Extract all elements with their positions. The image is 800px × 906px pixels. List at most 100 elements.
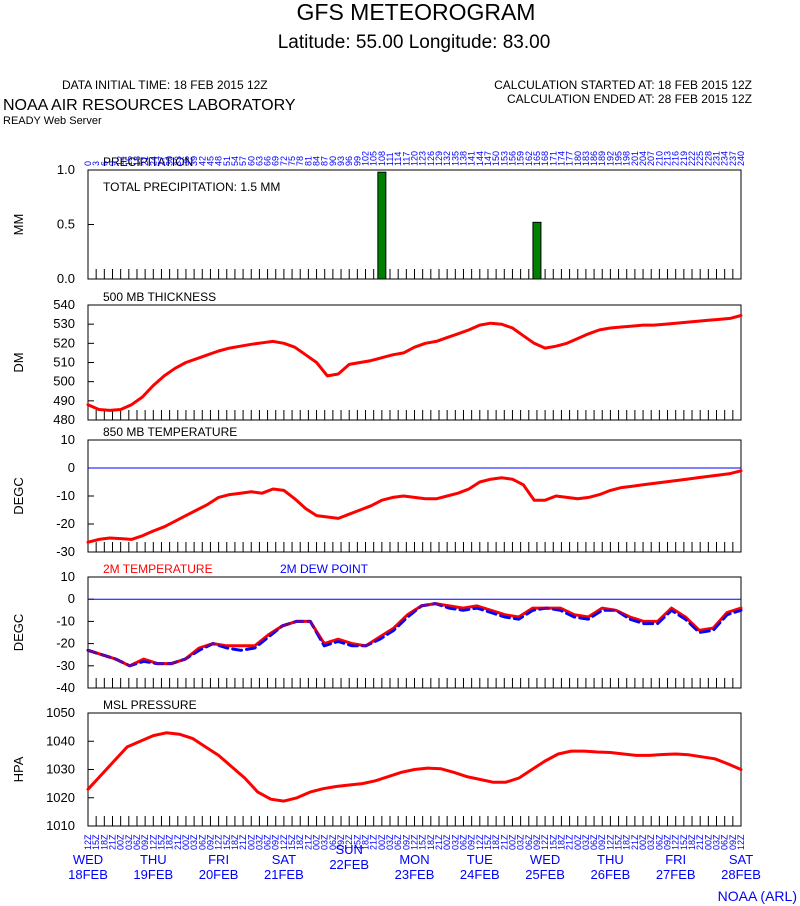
utc-hour-label: 15Z xyxy=(91,834,101,850)
utc-hour-label: 06Z xyxy=(589,834,599,850)
y-tick-label: 1.0 xyxy=(57,162,75,177)
forecast-hour-label: 198 xyxy=(622,151,632,166)
forecast-hour-label: 105 xyxy=(369,151,379,166)
utc-hour-label: 18Z xyxy=(99,834,109,850)
forecast-hour-label: 21 xyxy=(140,156,150,166)
forecast-hour-label: 75 xyxy=(287,156,297,166)
panel-4: -40 -30 -20 -10 0 10 DEGC 2M TEMPERATURE 2M DEW … xyxy=(11,562,743,695)
utc-hour-label: 06Z xyxy=(132,834,142,850)
utc-hour-label: 03Z xyxy=(189,834,199,850)
forecast-hour-label: 213 xyxy=(663,151,673,166)
precip-bar xyxy=(532,221,542,280)
forecast-hour-label: 93 xyxy=(336,156,346,166)
forecast-hour-label: 114 xyxy=(393,152,403,166)
forecast-hour-label: 225 xyxy=(695,151,705,166)
day-date-label: 19FEB xyxy=(133,867,173,882)
forecast-hour-label: 216 xyxy=(671,151,681,166)
server-name: READY Web Server xyxy=(3,115,102,127)
panel-3: -30 -20 -10 0 10 DEGC 850 MB TEMPERATURE xyxy=(11,425,743,559)
y-axis-label: DEGC xyxy=(11,614,26,652)
utc-hour-label: 21Z xyxy=(434,834,444,850)
panel-title: PRECIPITATION xyxy=(103,155,193,169)
forecast-hour-label: 57 xyxy=(238,156,248,166)
day-date-label: 21FEB xyxy=(264,867,304,882)
utc-hour-label: 09Z xyxy=(728,834,738,850)
y-tick-label: 1020 xyxy=(46,790,75,805)
panel-title: 850 MB TEMPERATURE xyxy=(103,425,237,439)
utc-hour-label: 21Z xyxy=(565,834,575,850)
series-line xyxy=(86,469,743,544)
y-tick-label: -30 xyxy=(56,658,75,673)
utc-hour-label: 18Z xyxy=(426,834,436,850)
forecast-hour-label: 141 xyxy=(467,151,477,166)
forecast-hour-label: 228 xyxy=(703,151,713,166)
day-date-label: 24FEB xyxy=(460,867,500,882)
utc-hour-label: 18Z xyxy=(165,834,175,850)
y-tick-label: 10 xyxy=(61,432,75,447)
utc-hour-label: 00Z xyxy=(377,834,387,850)
forecast-hour-label: 132 xyxy=(442,151,452,166)
utc-hour-label: 21Z xyxy=(107,834,117,850)
forecast-hour-label: 6 xyxy=(99,161,109,166)
y-tick-label: -20 xyxy=(56,636,75,651)
utc-hour-label: 09Z xyxy=(271,834,281,850)
forecast-hour-label: 177 xyxy=(565,151,575,166)
y-tick-label: 480 xyxy=(53,412,75,427)
forecast-hour-label: 135 xyxy=(450,151,460,166)
y-axis-label: HPA xyxy=(11,756,26,782)
utc-hour-label: 21Z xyxy=(695,834,705,850)
forecast-hour-label: 201 xyxy=(630,151,640,166)
forecast-hour-label: 237 xyxy=(728,151,738,166)
legend-entry: 2M TEMPERATURE xyxy=(103,562,213,576)
forecast-hour-label: 90 xyxy=(328,156,338,166)
day-name-label: THU xyxy=(140,852,167,867)
y-tick-label: 0.5 xyxy=(57,217,75,232)
day-name-label: WED xyxy=(530,852,560,867)
utc-hour-label: 06Z xyxy=(524,834,534,850)
utc-hour-label: 18Z xyxy=(622,834,632,850)
forecast-hour-label: 48 xyxy=(214,156,224,166)
forecast-hour-label: 0 xyxy=(83,161,93,166)
y-tick-label: -40 xyxy=(56,680,75,695)
day-date-label: 27FEB xyxy=(656,867,696,882)
y-tick-label: 0 xyxy=(68,591,75,606)
forecast-hour-label: 123 xyxy=(418,151,428,166)
forecast-hour-label: 60 xyxy=(246,156,256,166)
forecast-hour-label: 9 xyxy=(107,161,117,166)
utc-hour-label: 12Z xyxy=(410,834,420,850)
y-tick-label: 10 xyxy=(61,569,75,584)
utc-hour-label: 21Z xyxy=(238,834,248,850)
forecast-hour-label: 126 xyxy=(426,151,436,166)
utc-hour-label: 12Z xyxy=(540,834,550,850)
y-tick-label: 1010 xyxy=(46,818,75,833)
y-tick-label: 490 xyxy=(53,393,75,408)
y-tick-label: -20 xyxy=(56,516,75,531)
forecast-hour-label: 51 xyxy=(222,156,232,166)
panel-annotation: TOTAL PRECIPITATION: 1.5 MM xyxy=(103,180,280,194)
forecast-hour-label: 33 xyxy=(173,156,183,166)
forecast-hour-label: 15 xyxy=(124,156,134,166)
y-tick-label: 0 xyxy=(68,460,75,475)
forecast-hour-label: 231 xyxy=(712,151,722,166)
forecast-hour-label: 144 xyxy=(475,151,485,166)
credit-label: NOAA (ARL) xyxy=(718,888,797,904)
utc-hour-label: 06Z xyxy=(458,834,468,850)
utc-hour-label: 18Z xyxy=(230,834,240,850)
utc-hour-label: 15Z xyxy=(418,834,428,850)
utc-hour-label: 18Z xyxy=(491,834,501,850)
panel-1: 0.0 0.5 1.0 MM PRECIPITATION TOTAL PRECIPITAT… xyxy=(11,155,742,286)
utc-hour-label: 03Z xyxy=(254,834,264,850)
forecast-hour-label: 99 xyxy=(352,156,362,166)
forecast-hour-label: 54 xyxy=(230,156,240,166)
day-name-label: WED xyxy=(73,852,103,867)
utc-hour-label: 12Z xyxy=(605,834,615,850)
utc-hour-label: 09Z xyxy=(532,834,542,850)
forecast-hour-label: 3 xyxy=(91,161,101,166)
utc-hour-label: 00Z xyxy=(703,834,713,850)
utc-hour-label: 00Z xyxy=(312,834,322,850)
utc-hour-label: 00Z xyxy=(573,834,583,850)
utc-hour-label: 12Z xyxy=(344,834,354,850)
day-date-label: 28FEB xyxy=(721,867,761,882)
utc-hour-label: 00Z xyxy=(638,834,648,850)
forecast-hour-label: 84 xyxy=(312,156,322,166)
